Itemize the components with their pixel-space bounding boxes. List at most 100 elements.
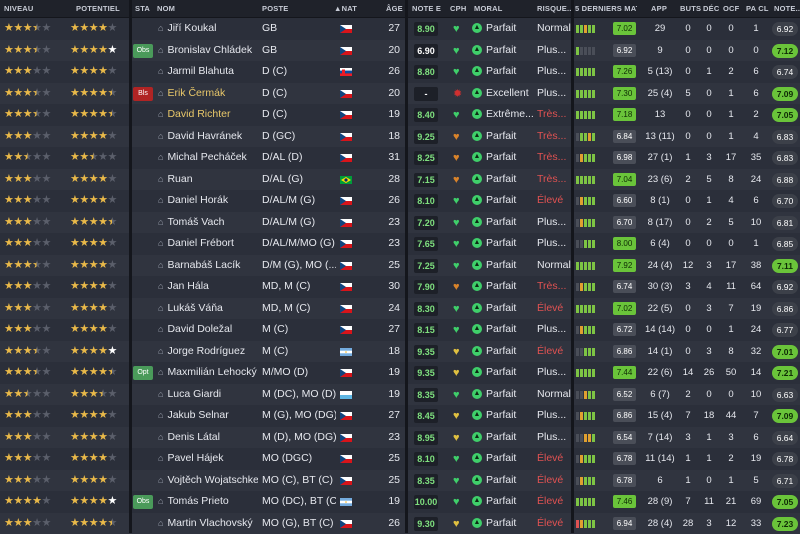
- nationality-flag-icon[interactable]: [340, 325, 352, 333]
- col-nom[interactable]: NOM: [157, 4, 175, 13]
- player-name[interactable]: ⌂Lukáš Váňa: [158, 298, 258, 320]
- col-note-e[interactable]: NOTE E: [412, 4, 441, 13]
- player-name[interactable]: ⌂Erik Čermák: [158, 83, 258, 105]
- nationality-flag-icon[interactable]: [340, 454, 352, 462]
- player-name[interactable]: ⌂David Doležal: [158, 319, 258, 341]
- col-niveau[interactable]: NIVEAU: [4, 4, 34, 13]
- player-name[interactable]: ⌂Martin Vlachovský: [158, 513, 258, 534]
- player-name[interactable]: ⌂Denis Látal: [158, 427, 258, 449]
- nationality-flag-icon[interactable]: [340, 261, 352, 269]
- player-name[interactable]: ⌂Bronislav Chládek: [158, 40, 258, 62]
- player-name[interactable]: ⌂David Havránek: [158, 126, 258, 148]
- player-name[interactable]: ⌂Ruan: [158, 169, 258, 191]
- col-cph[interactable]: CPH: [450, 4, 466, 13]
- nationality-flag-icon[interactable]: [340, 497, 352, 505]
- player-name[interactable]: ⌂Jakub Selnar: [158, 405, 258, 427]
- col-nat[interactable]: ▲NAT: [334, 4, 357, 13]
- nationality-flag-icon[interactable]: [340, 218, 352, 226]
- col-derniers-matchs[interactable]: 5 DERNIERS MAT...: [575, 4, 637, 13]
- nationality-flag-icon[interactable]: [340, 476, 352, 484]
- player-name[interactable]: ⌂Daniel Frébort: [158, 233, 258, 255]
- player-name[interactable]: ⌂Jorge Rodríguez: [158, 341, 258, 363]
- nationality-flag-icon[interactable]: [340, 196, 352, 204]
- col-poste[interactable]: POSTE: [262, 4, 288, 13]
- col-sta[interactable]: STA: [135, 4, 150, 13]
- player-name[interactable]: ⌂Luca Giardi: [158, 384, 258, 406]
- col-potentiel[interactable]: POTENTIEL: [76, 4, 120, 13]
- col-app[interactable]: APP: [651, 4, 667, 13]
- player-name[interactable]: ⌂David Richter: [158, 104, 258, 126]
- nationality-flag-icon[interactable]: [340, 24, 352, 32]
- nationality-flag-icon[interactable]: [340, 175, 352, 183]
- eval-note: 8.30: [414, 302, 438, 316]
- player-name[interactable]: ⌂Michal Pecháček: [158, 147, 258, 169]
- status-badge[interactable]: Obs: [133, 44, 153, 58]
- nationality-flag-icon[interactable]: [340, 519, 352, 527]
- nationality-flag-icon[interactable]: [340, 110, 352, 118]
- player-name[interactable]: ⌂Maxmilián Lehocký: [158, 362, 258, 384]
- injury-risk: Plus...: [537, 40, 573, 62]
- col-risque[interactable]: RISQUE...: [537, 4, 573, 13]
- nationality-flag-icon[interactable]: [340, 132, 352, 140]
- goals: 0: [678, 126, 698, 148]
- nationality-flag-icon[interactable]: [340, 153, 352, 161]
- status-badge[interactable]: Opt: [133, 366, 153, 380]
- nationality-flag-icon[interactable]: [340, 411, 352, 419]
- col-note-finale[interactable]: NOTE...: [774, 4, 800, 13]
- player-name[interactable]: ⌂Tomás Prieto: [158, 491, 258, 513]
- player-name[interactable]: ⌂Vojtěch Wojatschke: [158, 470, 258, 492]
- nationality-flag-icon[interactable]: [340, 282, 352, 290]
- nationality-flag-icon[interactable]: [340, 433, 352, 441]
- player-name[interactable]: ⌂Jarmil Blahuta: [158, 61, 258, 83]
- nationality-flag-icon[interactable]: [340, 347, 352, 355]
- nationality-flag-icon[interactable]: [340, 89, 352, 97]
- nationality-flag-icon[interactable]: [340, 239, 352, 247]
- status-badge[interactable]: Obs: [133, 495, 153, 509]
- nationality-flag-icon[interactable]: [340, 368, 352, 376]
- player-name[interactable]: ⌂Tomáš Vach: [158, 212, 258, 234]
- status-badge[interactable]: Bls: [133, 87, 153, 101]
- col-dec[interactable]: DÉC: [703, 4, 719, 13]
- nationality-flag-icon[interactable]: [340, 67, 352, 75]
- injury-risk: Plus...: [537, 83, 573, 105]
- potentiel-stars: ★★★★★: [70, 126, 117, 148]
- form-bar: [588, 219, 591, 227]
- player-name[interactable]: ⌂Daniel Horák: [158, 190, 258, 212]
- player-name[interactable]: ⌂Jiří Koukal: [158, 18, 258, 40]
- col-age[interactable]: ÂGE: [386, 4, 403, 13]
- nationality-flag-icon[interactable]: [340, 46, 352, 54]
- nationality-flag-icon[interactable]: [340, 304, 352, 312]
- nationality-flag-icon[interactable]: [340, 390, 352, 398]
- player-name[interactable]: ⌂Pavel Hájek: [158, 448, 258, 470]
- col-moral[interactable]: MORAL: [474, 4, 503, 13]
- col-ocf[interactable]: OCF: [723, 4, 739, 13]
- col-buts[interactable]: BUTS: [680, 4, 701, 13]
- col-pa-cl[interactable]: PA CL: [746, 4, 769, 13]
- player-name[interactable]: ⌂Jan Hála: [158, 276, 258, 298]
- player-name[interactable]: ⌂Barnabáš Lacík: [158, 255, 258, 277]
